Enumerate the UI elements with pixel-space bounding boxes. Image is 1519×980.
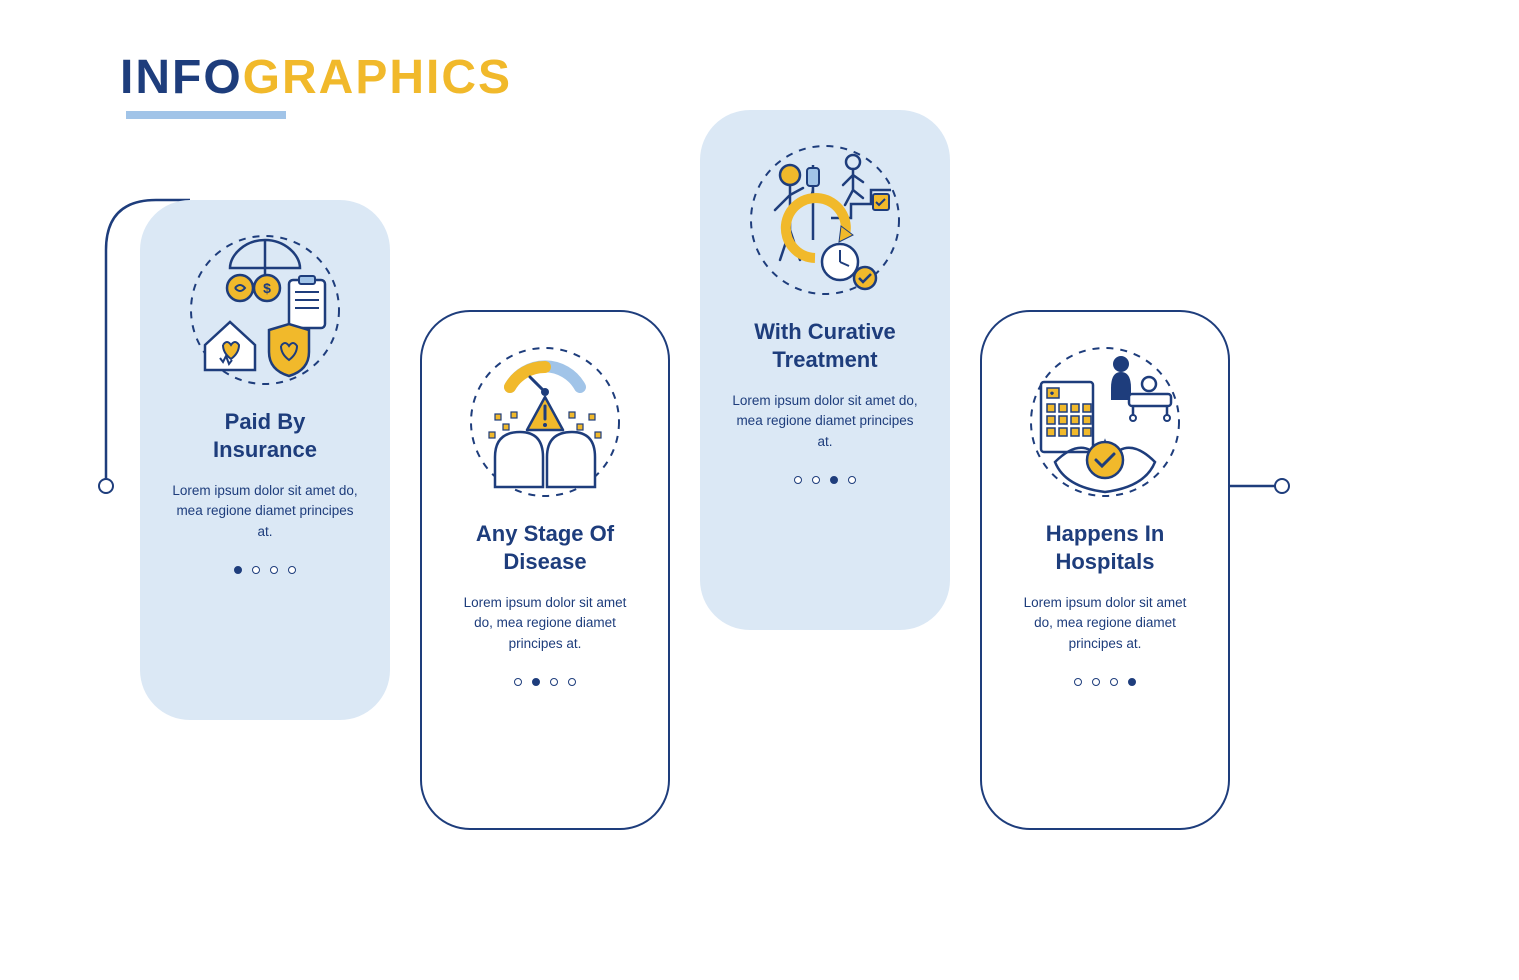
progress-dots: [514, 678, 576, 686]
card-hospital: Happens In Hospitals Lorem ipsum dolor s…: [980, 310, 1230, 830]
dot: [270, 566, 278, 574]
svg-text:$: $: [263, 280, 271, 296]
card-heading: Happens In Hospitals: [1007, 520, 1203, 575]
insurance-icon: $: [185, 230, 345, 390]
progress-dots: [794, 476, 856, 484]
card-treatment: With Curative Treatment Lorem ipsum dolo…: [700, 110, 950, 630]
dot: [812, 476, 820, 484]
card-disease: Any Stage Of Disease Lorem ipsum dolor s…: [420, 310, 670, 830]
dot: [288, 566, 296, 574]
connector-node-right: [1274, 478, 1290, 494]
dot: [252, 566, 260, 574]
progress-dots: [1074, 678, 1136, 686]
dot: [568, 678, 576, 686]
dot: [1092, 678, 1100, 686]
card-body: Lorem ipsum dolor sit amet do, mea regio…: [165, 481, 365, 542]
dot: [1128, 678, 1136, 686]
connector-node-left: [98, 478, 114, 494]
dot: [1074, 678, 1082, 686]
card-body: Lorem ipsum dolor sit amet do, mea regio…: [447, 593, 643, 654]
card-heading: Paid By Insurance: [165, 408, 365, 463]
dot: [550, 678, 558, 686]
card-heading: Any Stage Of Disease: [447, 520, 643, 575]
card-insurance: $ Paid By Insurance Lorem ipsum dolor si…: [140, 200, 390, 720]
hospital-icon: [1025, 342, 1185, 502]
dot: [1110, 678, 1118, 686]
dot: [514, 678, 522, 686]
card-body: Lorem ipsum dolor sit amet do, mea regio…: [725, 391, 925, 452]
dot: [234, 566, 242, 574]
treatment-icon: [745, 140, 905, 300]
dot: [794, 476, 802, 484]
card-body: Lorem ipsum dolor sit amet do, mea regio…: [1007, 593, 1203, 654]
progress-dots: [234, 566, 296, 574]
disease-icon: [465, 342, 625, 502]
card-heading: With Curative Treatment: [725, 318, 925, 373]
dot: [532, 678, 540, 686]
dot: [848, 476, 856, 484]
dot: [830, 476, 838, 484]
